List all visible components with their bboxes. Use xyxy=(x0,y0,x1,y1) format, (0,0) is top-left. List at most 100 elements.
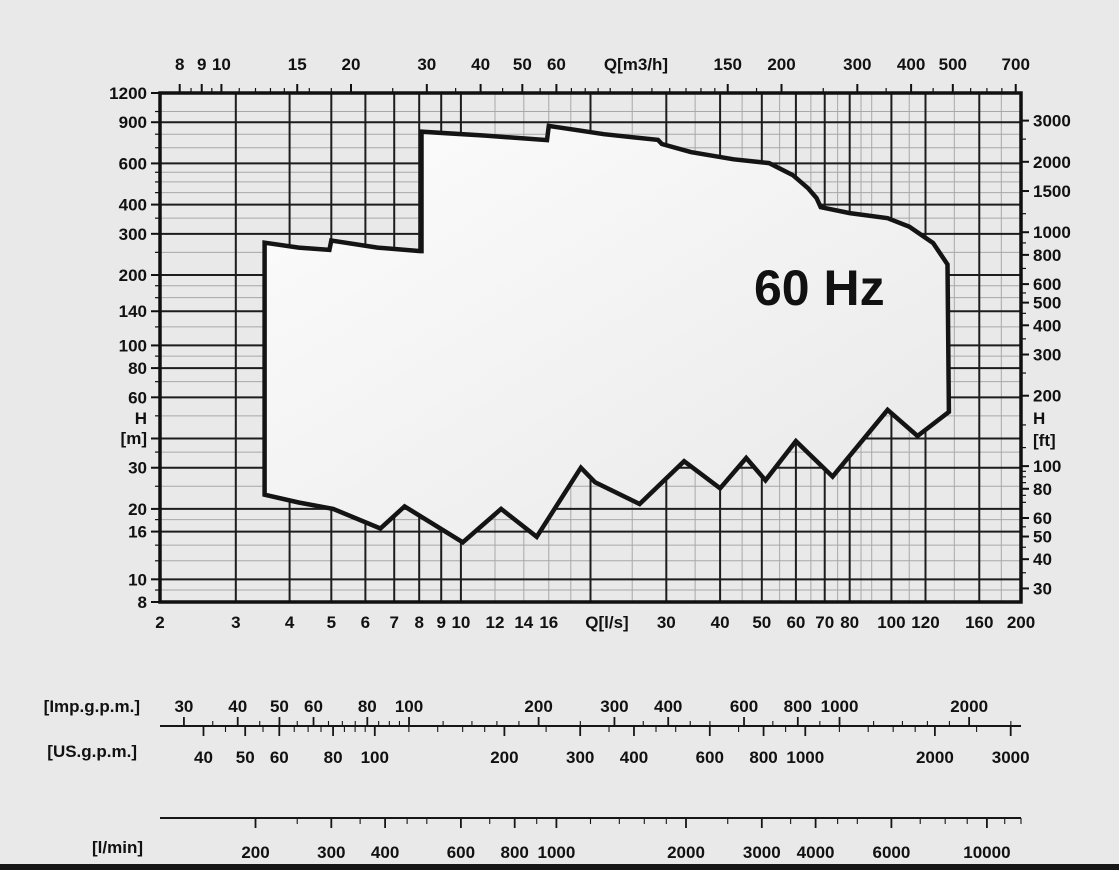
ruler-tick-label: 800 xyxy=(784,697,812,716)
bottom-axis-tick-label: 16 xyxy=(539,613,558,632)
ruler-tick-label: 800 xyxy=(749,748,777,767)
ruler-tick-label: 200 xyxy=(524,697,552,716)
left-axis-tick-label: 8 xyxy=(138,593,147,612)
bottom-axis-tick-label: 14 xyxy=(514,613,533,632)
left-axis-tick-label: 16 xyxy=(128,523,147,542)
bottom-axis-tick-label: 9 xyxy=(436,613,445,632)
right-axis-tick-label: 50 xyxy=(1033,528,1052,547)
bottom-axis-tick-label: 5 xyxy=(327,613,336,632)
right-axis-tick-label: 100 xyxy=(1033,457,1061,476)
left-axis-quantity-label: H xyxy=(135,409,147,428)
bottom-axis-tick-label: 10 xyxy=(451,613,470,632)
imp-gpm-scale-label: [Imp.g.p.m.] xyxy=(44,697,140,716)
ruler-tick-label: 2000 xyxy=(667,843,705,862)
bottom-axis-tick-label: 30 xyxy=(657,613,676,632)
right-axis-unit-label: [ft] xyxy=(1033,431,1056,450)
ruler-tick-label: 40 xyxy=(228,697,247,716)
right-axis-tick-label: 500 xyxy=(1033,294,1061,313)
left-axis-tick-label: 140 xyxy=(119,302,147,321)
right-axis-tick-label: 400 xyxy=(1033,316,1061,335)
top-axis-tick-label: 15 xyxy=(288,55,307,74)
top-axis-unit-label: Q[m3/h] xyxy=(604,55,668,74)
right-axis-tick-label: 1500 xyxy=(1033,182,1071,201)
left-axis-tick-label: 1200 xyxy=(109,84,147,103)
ruler-tick-label: 80 xyxy=(324,748,343,767)
top-axis-tick-label: 40 xyxy=(471,55,490,74)
bottom-axis-tick-label: 12 xyxy=(486,613,505,632)
ruler-tick-label: 60 xyxy=(304,697,323,716)
top-axis-tick-label: 20 xyxy=(342,55,361,74)
right-axis-tick-label: 300 xyxy=(1033,346,1061,365)
bottom-axis-tick-label: 6 xyxy=(361,613,370,632)
left-axis-tick-label: 400 xyxy=(119,196,147,215)
left-axis-tick-label: 300 xyxy=(119,225,147,244)
ruler-tick-label: 1000 xyxy=(537,843,575,862)
ruler-tick-label: 200 xyxy=(490,748,518,767)
bottom-axis-tick-label: 3 xyxy=(231,613,240,632)
ruler-tick-label: 60 xyxy=(270,748,289,767)
right-axis-tick-label: 80 xyxy=(1033,480,1052,499)
bottom-axis-tick-label: 60 xyxy=(786,613,805,632)
ruler-tick-label: 600 xyxy=(696,748,724,767)
left-axis-tick-label: 600 xyxy=(119,154,147,173)
top-axis-tick-label: 30 xyxy=(417,55,436,74)
right-axis-tick-label: 2000 xyxy=(1033,153,1071,172)
left-axis-tick-label: 200 xyxy=(119,266,147,285)
ruler-tick-label: 300 xyxy=(317,843,345,862)
ruler-tick-label: 300 xyxy=(566,748,594,767)
bottom-axis-tick-label: 40 xyxy=(711,613,730,632)
frequency-annotation: 60 Hz xyxy=(754,260,885,316)
right-axis-tick-label: 600 xyxy=(1033,275,1061,294)
lmin-scale-label: [l/min] xyxy=(92,838,143,857)
left-axis-tick-label: 30 xyxy=(128,459,147,478)
ruler-tick-label: 2000 xyxy=(916,748,954,767)
ruler-tick-label: 300 xyxy=(600,697,628,716)
ruler-tick-label: 200 xyxy=(241,843,269,862)
right-axis-tick-label: 60 xyxy=(1033,509,1052,528)
ruler-tick-label: 1000 xyxy=(821,697,859,716)
bottom-edge-bar xyxy=(0,864,1119,870)
top-axis-tick-label: 300 xyxy=(843,55,871,74)
ruler-tick-label: 50 xyxy=(236,748,255,767)
ruler-tick-label: 600 xyxy=(730,697,758,716)
bottom-axis-tick-label: 2 xyxy=(155,613,164,632)
bottom-axis-tick-label: 50 xyxy=(752,613,771,632)
ruler-tick-label: 6000 xyxy=(872,843,910,862)
ruler-tick-label: 30 xyxy=(174,697,193,716)
ruler-tick-label: 100 xyxy=(395,697,423,716)
axis-ticks xyxy=(151,84,1029,603)
top-axis-tick-label: 8 xyxy=(175,55,184,74)
ruler-tick-label: 100 xyxy=(361,748,389,767)
us-gpm-scale-label: [US.g.p.m.] xyxy=(47,742,137,761)
ruler-tick-label: 800 xyxy=(501,843,529,862)
top-axis-tick-label: 700 xyxy=(1002,55,1030,74)
bottom-axis-tick-label: 100 xyxy=(877,613,905,632)
bottom-axis-unit-label: Q[l/s] xyxy=(585,613,628,632)
left-axis-tick-label: 80 xyxy=(128,359,147,378)
ruler-tick-label: 40 xyxy=(194,748,213,767)
right-axis-tick-label: 40 xyxy=(1033,550,1052,569)
bottom-axis-tick-label: 8 xyxy=(414,613,423,632)
plot-frame xyxy=(158,91,1023,604)
ruler-tick-label: 3000 xyxy=(743,843,781,862)
left-axis-tick-label: 100 xyxy=(119,336,147,355)
bottom-axis-tick-label: 70 xyxy=(815,613,834,632)
operating-range-envelope xyxy=(262,123,952,546)
right-axis-tick-label: 200 xyxy=(1033,387,1061,406)
ruler-tick-label: 4000 xyxy=(797,843,835,862)
bottom-axis-tick-label: 80 xyxy=(840,613,859,632)
left-axis-tick-label: 900 xyxy=(119,113,147,132)
top-axis-tick-label: 500 xyxy=(939,55,967,74)
top-axis-tick-label: 400 xyxy=(897,55,925,74)
ruler-tick-label: 400 xyxy=(620,748,648,767)
top-axis-tick-label: 150 xyxy=(714,55,742,74)
top-axis-tick-label: 9 xyxy=(197,55,206,74)
ruler-tick-label: 600 xyxy=(447,843,475,862)
top-axis-tick-label: 10 xyxy=(212,55,231,74)
left-axis-unit-label: [m] xyxy=(121,429,147,448)
ruler-tick-label: 1000 xyxy=(786,748,824,767)
bottom-axis-tick-label: 7 xyxy=(389,613,398,632)
ruler-tick-label: 400 xyxy=(371,843,399,862)
